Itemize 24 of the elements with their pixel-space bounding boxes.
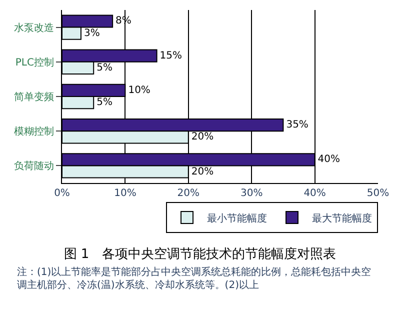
y-tick-label: 模糊控制 (14, 126, 54, 138)
y-tick-label: 负荷随动 (14, 160, 54, 172)
data-label: 20% (191, 166, 214, 178)
text: 注：(1)以上节能率是节能部分占中央空调系统总耗能的比例，总能耗包括中央空调主机部分、冷冻(温)水系统、冷却水系统等。(2)以上 (17, 266, 372, 291)
data-label: 5% (96, 62, 112, 74)
legend-label: 最大节能幅度 (312, 212, 372, 224)
x-tick-label: 0% (54, 188, 70, 199)
legend-label: 最小节能幅度 (207, 212, 267, 224)
data-label: 15% (160, 50, 182, 62)
x-tick-label: 30% (240, 188, 263, 199)
data-label: 5% (96, 97, 112, 108)
data-label: 20% (191, 132, 214, 143)
data-label: 10% (128, 84, 150, 96)
x-tick-label: 10% (114, 188, 136, 199)
data-label: 3% (84, 28, 100, 39)
x-tick-label: 20% (177, 188, 200, 199)
y-tick-label: 水泵改造 (14, 22, 54, 34)
data-label: 35% (286, 120, 308, 131)
y-tick-label: 简单变频 (14, 91, 54, 103)
x-tick-label: 40% (304, 188, 326, 199)
y-tick-label: PLC控制 (15, 56, 54, 68)
text: 图 1 各项中央空调节能技术的节能幅度对照表 (64, 246, 336, 262)
data-label: 40% (318, 154, 340, 166)
x-tick-label: 50% (366, 188, 390, 199)
